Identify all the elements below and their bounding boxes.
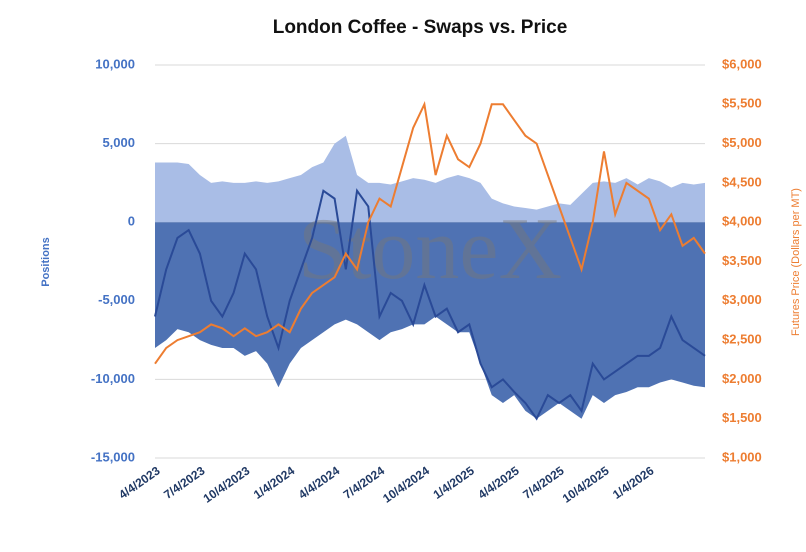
x-tick-label: 1/4/2024 [251, 463, 298, 501]
x-tick-label: 10/4/2025 [560, 463, 612, 505]
y2-tick-label: $5,500 [722, 96, 762, 111]
y2-tick-label: $3,000 [722, 292, 762, 307]
x-tick-label: 4/4/2023 [116, 463, 163, 501]
x-tick-label: 1/4/2026 [610, 463, 657, 501]
y-axis-label: Positions [40, 237, 52, 287]
line [154, 188, 706, 421]
area [155, 135, 705, 223]
area [155, 222, 705, 419]
x-tick-label: 4/4/2025 [475, 463, 522, 501]
x-tick-label: 10/4/2024 [380, 463, 432, 505]
y2-tick-label: $1,000 [722, 449, 762, 464]
line [154, 100, 706, 365]
x-tick-label: 4/4/2024 [296, 463, 343, 501]
y2-tick-label: $1,500 [722, 410, 762, 425]
x-tick-label: 10/4/2023 [201, 463, 253, 505]
y2-axis-label: Futures Price (Dollars per MT) [790, 188, 802, 336]
y2-tick-label: $2,500 [722, 332, 762, 347]
y2-tick-label: $4,500 [722, 174, 762, 189]
y2-tick-label: $3,500 [722, 253, 762, 268]
y-tick-label: 10,000 [95, 56, 135, 71]
y-tick-label: -10,000 [91, 371, 135, 386]
x-tick-label: 1/4/2025 [431, 463, 478, 501]
y2-tick-label: $4,000 [722, 214, 762, 229]
chart-title: London Coffee - Swaps vs. Price [273, 17, 568, 38]
y-tick-label: 5,000 [102, 135, 135, 150]
y-tick-label: -15,000 [91, 449, 135, 464]
y2-tick-label: $6,000 [722, 56, 762, 71]
y-tick-label: -5,000 [98, 292, 135, 307]
y-tick-label: 0 [128, 214, 135, 229]
y2-tick-label: $2,000 [722, 371, 762, 386]
y2-tick-label: $5,000 [722, 135, 762, 150]
